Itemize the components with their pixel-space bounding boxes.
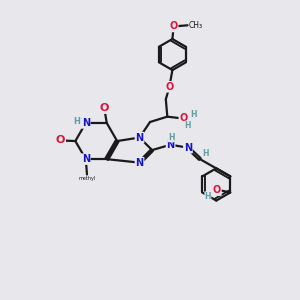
Text: N: N [136, 133, 144, 142]
Text: H: H [205, 192, 211, 201]
Text: H: H [202, 148, 208, 158]
Text: H: H [190, 110, 197, 119]
Text: CH₃: CH₃ [189, 21, 203, 30]
Text: H: H [168, 133, 175, 142]
Text: N: N [167, 140, 175, 150]
Text: N: N [82, 118, 90, 128]
Text: N: N [136, 158, 144, 168]
Text: N: N [184, 143, 192, 153]
Text: O: O [56, 135, 65, 146]
Text: O: O [213, 185, 221, 195]
Text: N: N [82, 154, 90, 164]
Text: O: O [165, 82, 173, 92]
Text: H: H [73, 117, 80, 126]
Text: O: O [179, 113, 188, 123]
Text: O: O [100, 103, 109, 113]
Text: O: O [169, 22, 178, 32]
Text: H: H [184, 121, 190, 130]
Text: methyl: methyl [78, 176, 96, 181]
